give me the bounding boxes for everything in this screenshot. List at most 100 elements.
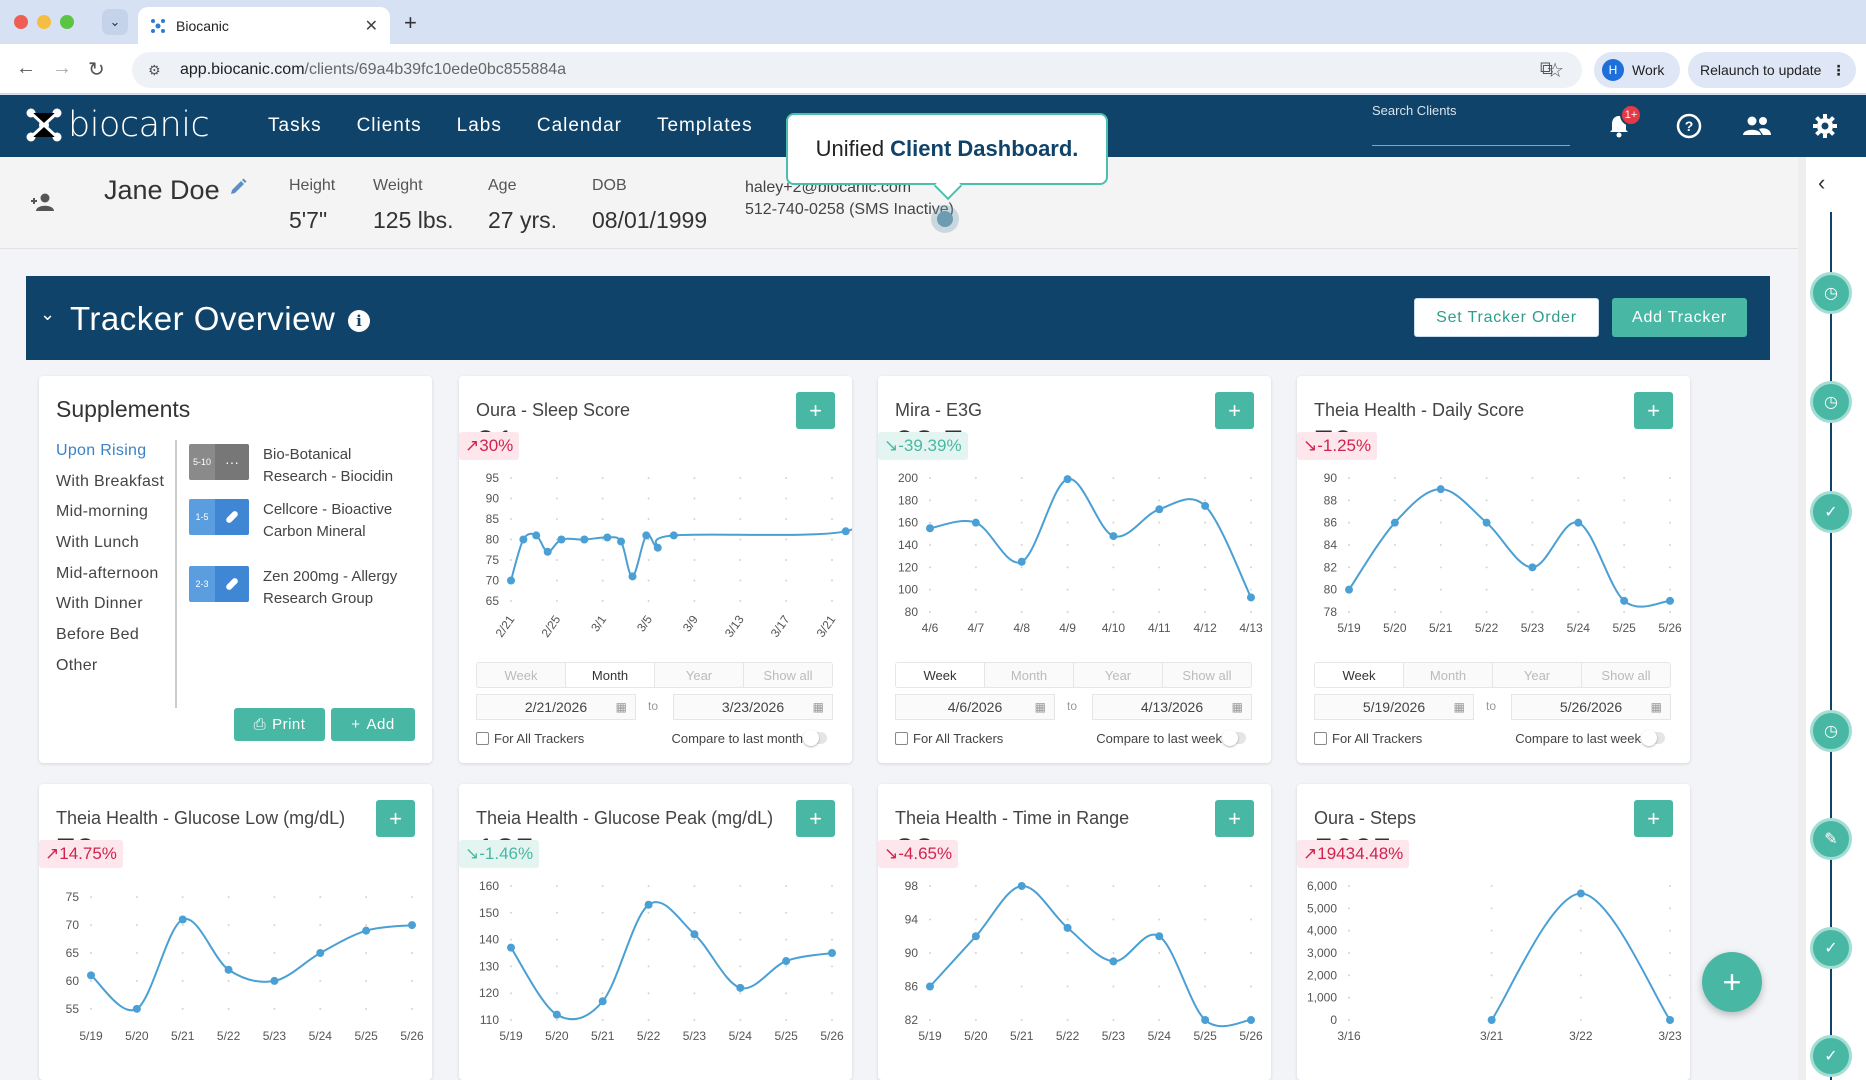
- data-point[interactable]: [1155, 932, 1164, 941]
- compare-toggle[interactable]: [1222, 730, 1246, 746]
- tooltip-hotspot[interactable]: [931, 205, 959, 233]
- data-point[interactable]: [1576, 889, 1585, 898]
- compare-toggle[interactable]: [1641, 730, 1665, 746]
- compare-toggle[interactable]: [803, 730, 827, 746]
- data-point[interactable]: [580, 535, 589, 544]
- data-point[interactable]: [841, 527, 850, 536]
- settings-gear-icon[interactable]: [1810, 111, 1840, 141]
- calendar-icon[interactable]: ▦: [1034, 700, 1046, 714]
- range-show-all[interactable]: Show all: [1582, 663, 1670, 687]
- data-point[interactable]: [1666, 1016, 1674, 1024]
- set-tracker-order-button[interactable]: Set Tracker Order: [1414, 298, 1599, 337]
- data-point[interactable]: [1063, 475, 1072, 484]
- data-point[interactable]: [1017, 882, 1026, 890]
- data-point[interactable]: [178, 915, 187, 924]
- data-point[interactable]: [1482, 518, 1491, 527]
- nav-labs[interactable]: Labs: [456, 115, 502, 136]
- data-point[interactable]: [1666, 596, 1674, 605]
- nav-clients[interactable]: Clients: [356, 115, 422, 136]
- add-person-icon[interactable]: [30, 192, 56, 217]
- data-point[interactable]: [971, 518, 980, 527]
- browser-tab[interactable]: Biocanic ✕: [138, 7, 390, 44]
- category-with-lunch[interactable]: With Lunch: [56, 534, 140, 552]
- reload-icon[interactable]: ↻: [88, 59, 105, 81]
- range-week[interactable]: Week: [1315, 663, 1404, 687]
- data-point[interactable]: [1247, 1016, 1255, 1024]
- supplement-item[interactable]: 2-3 Zen 200mg - Allergy Research Group: [189, 566, 403, 610]
- new-tab-icon[interactable]: +: [404, 10, 417, 35]
- calendar-icon[interactable]: ▦: [615, 700, 627, 714]
- data-point[interactable]: [1201, 1016, 1210, 1024]
- range-week[interactable]: Week: [896, 663, 985, 687]
- category-with-dinner[interactable]: With Dinner: [56, 595, 143, 613]
- date-to-input[interactable]: 4/13/2026 ▦: [1092, 694, 1252, 720]
- category-before-bed[interactable]: Before Bed: [56, 626, 140, 644]
- data-point[interactable]: [628, 572, 637, 581]
- category-with-breakfast[interactable]: With Breakfast: [56, 472, 165, 490]
- category-mid-afternoon[interactable]: Mid-afternoon: [56, 564, 159, 582]
- data-point[interactable]: [598, 997, 607, 1006]
- data-point[interactable]: [224, 965, 233, 974]
- data-point[interactable]: [1487, 1016, 1496, 1024]
- data-point[interactable]: [552, 1010, 561, 1019]
- data-point[interactable]: [519, 535, 528, 544]
- range-year[interactable]: Year: [1493, 663, 1582, 687]
- data-point[interactable]: [270, 976, 279, 985]
- data-point[interactable]: [736, 983, 745, 992]
- url-bar[interactable]: ⚙ app.biocanic.com/clients/69a4b39fc10ed…: [132, 52, 1582, 88]
- data-point[interactable]: [603, 533, 612, 542]
- site-settings-icon[interactable]: ⚙: [148, 61, 161, 78]
- profile-button[interactable]: H Work: [1594, 52, 1680, 88]
- range-week[interactable]: Week: [477, 663, 566, 687]
- timeline-check-icon[interactable]: ✓: [1810, 491, 1852, 533]
- forward-arrow-icon[interactable]: →: [52, 57, 72, 79]
- for-all-trackers-checkbox[interactable]: [476, 731, 489, 745]
- for-all-trackers-checkbox[interactable]: [1314, 731, 1327, 745]
- edit-pencil-icon[interactable]: [228, 177, 248, 202]
- data-point[interactable]: [507, 943, 515, 952]
- data-point[interactable]: [408, 921, 416, 930]
- add-entry-button[interactable]: +: [1215, 800, 1254, 837]
- timeline-clock-icon[interactable]: ◷: [1810, 381, 1852, 423]
- print-button[interactable]: ⎙ Print: [234, 708, 325, 741]
- data-point[interactable]: [1109, 957, 1118, 966]
- data-point[interactable]: [1620, 596, 1629, 605]
- for-all-trackers-checkbox[interactable]: [895, 731, 908, 745]
- main-scrollbar[interactable]: [1798, 157, 1806, 1080]
- floating-add-button[interactable]: +: [1702, 952, 1762, 1012]
- window-minimize-button[interactable]: [37, 15, 51, 29]
- range-year[interactable]: Year: [1074, 663, 1163, 687]
- range-month[interactable]: Month: [985, 663, 1074, 687]
- data-point[interactable]: [1017, 557, 1026, 566]
- category-other[interactable]: Other: [56, 656, 98, 674]
- info-icon[interactable]: i: [348, 310, 370, 332]
- window-maximize-button[interactable]: [60, 15, 74, 29]
- window-close-button[interactable]: [14, 15, 28, 29]
- calendar-icon[interactable]: ▦: [1231, 700, 1243, 714]
- data-point[interactable]: [87, 971, 95, 980]
- users-icon[interactable]: [1742, 111, 1772, 141]
- data-point[interactable]: [543, 547, 552, 556]
- date-to-input[interactable]: 5/26/2026 ▦: [1511, 694, 1671, 720]
- rail-collapse-chevron-icon[interactable]: ‹: [1818, 170, 1826, 195]
- add-entry-button[interactable]: +: [1634, 800, 1673, 837]
- data-point[interactable]: [1201, 501, 1210, 510]
- range-month[interactable]: Month: [566, 663, 655, 687]
- help-icon[interactable]: ?: [1674, 111, 1704, 141]
- data-point[interactable]: [1155, 505, 1164, 514]
- data-point[interactable]: [642, 531, 651, 540]
- data-point[interactable]: [828, 949, 836, 957]
- brand-logo[interactable]: biocanic: [24, 105, 210, 145]
- add-entry-button[interactable]: +: [796, 392, 835, 429]
- data-point[interactable]: [507, 576, 515, 585]
- back-arrow-icon[interactable]: ←: [16, 57, 36, 79]
- calendar-icon[interactable]: ▦: [1453, 700, 1465, 714]
- nav-calendar[interactable]: Calendar: [536, 115, 622, 136]
- data-point[interactable]: [926, 524, 934, 533]
- nav-tasks[interactable]: Tasks: [268, 115, 322, 136]
- calendar-icon[interactable]: ▦: [812, 700, 824, 714]
- data-point[interactable]: [644, 900, 653, 909]
- add-entry-button[interactable]: +: [1215, 392, 1254, 429]
- range-show-all[interactable]: Show all: [744, 663, 832, 687]
- data-point[interactable]: [362, 926, 371, 935]
